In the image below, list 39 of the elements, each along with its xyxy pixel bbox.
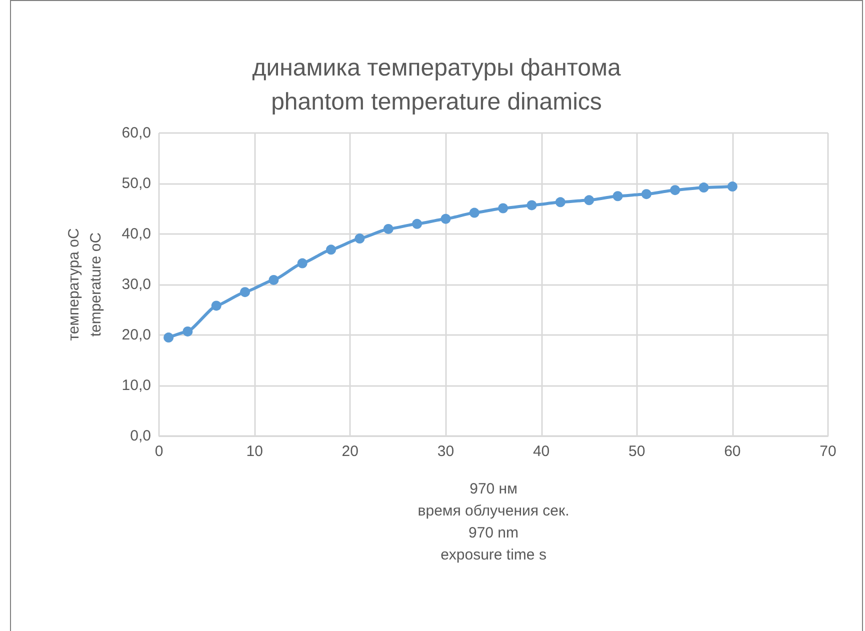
- y-tick-label: 10,0: [122, 377, 151, 394]
- x-tick-label: 40: [532, 443, 550, 460]
- chart-title: динамика температуры фантома phantom temperature dinamics: [252, 54, 622, 116]
- point: [326, 244, 336, 255]
- point: [727, 182, 738, 192]
- point: [240, 287, 250, 298]
- x-tick-label: 70: [820, 443, 836, 460]
- point: [211, 300, 222, 311]
- point: [440, 214, 451, 224]
- y-tick-label: 30,0: [122, 276, 151, 293]
- y-tick-label: 50,0: [122, 175, 151, 192]
- point: [612, 191, 623, 202]
- point: [641, 189, 652, 200]
- y-tick-label: 20,0: [122, 326, 151, 344]
- y-tick-label: 40,0: [122, 226, 151, 242]
- x-tick-label: 50: [628, 443, 646, 460]
- point: [584, 195, 594, 206]
- point: [182, 326, 193, 336]
- x-tick-label: 60: [724, 443, 741, 460]
- x-tick-label: 10: [246, 443, 263, 460]
- point: [412, 218, 422, 229]
- point: [555, 197, 566, 208]
- point: [526, 200, 537, 210]
- point: [164, 332, 174, 343]
- point: [383, 224, 394, 234]
- y-axis-title: температура оС temperature oC: [66, 228, 104, 341]
- y-tick-label: 60,0: [122, 124, 151, 142]
- x-axis-title: 970 нм время облучения сек. 970 nm exposure time s: [418, 480, 570, 564]
- point: [698, 182, 709, 193]
- point: [498, 203, 508, 214]
- point: [268, 274, 279, 285]
- y-tick-label: 0,0: [130, 428, 151, 444]
- point: [670, 185, 680, 196]
- point: [469, 208, 480, 218]
- point: [297, 258, 308, 268]
- x-tick-label: 30: [437, 443, 454, 460]
- x-tick-label: 0: [154, 443, 164, 460]
- point: [354, 234, 365, 244]
- x-tick-label: 20: [342, 443, 358, 460]
